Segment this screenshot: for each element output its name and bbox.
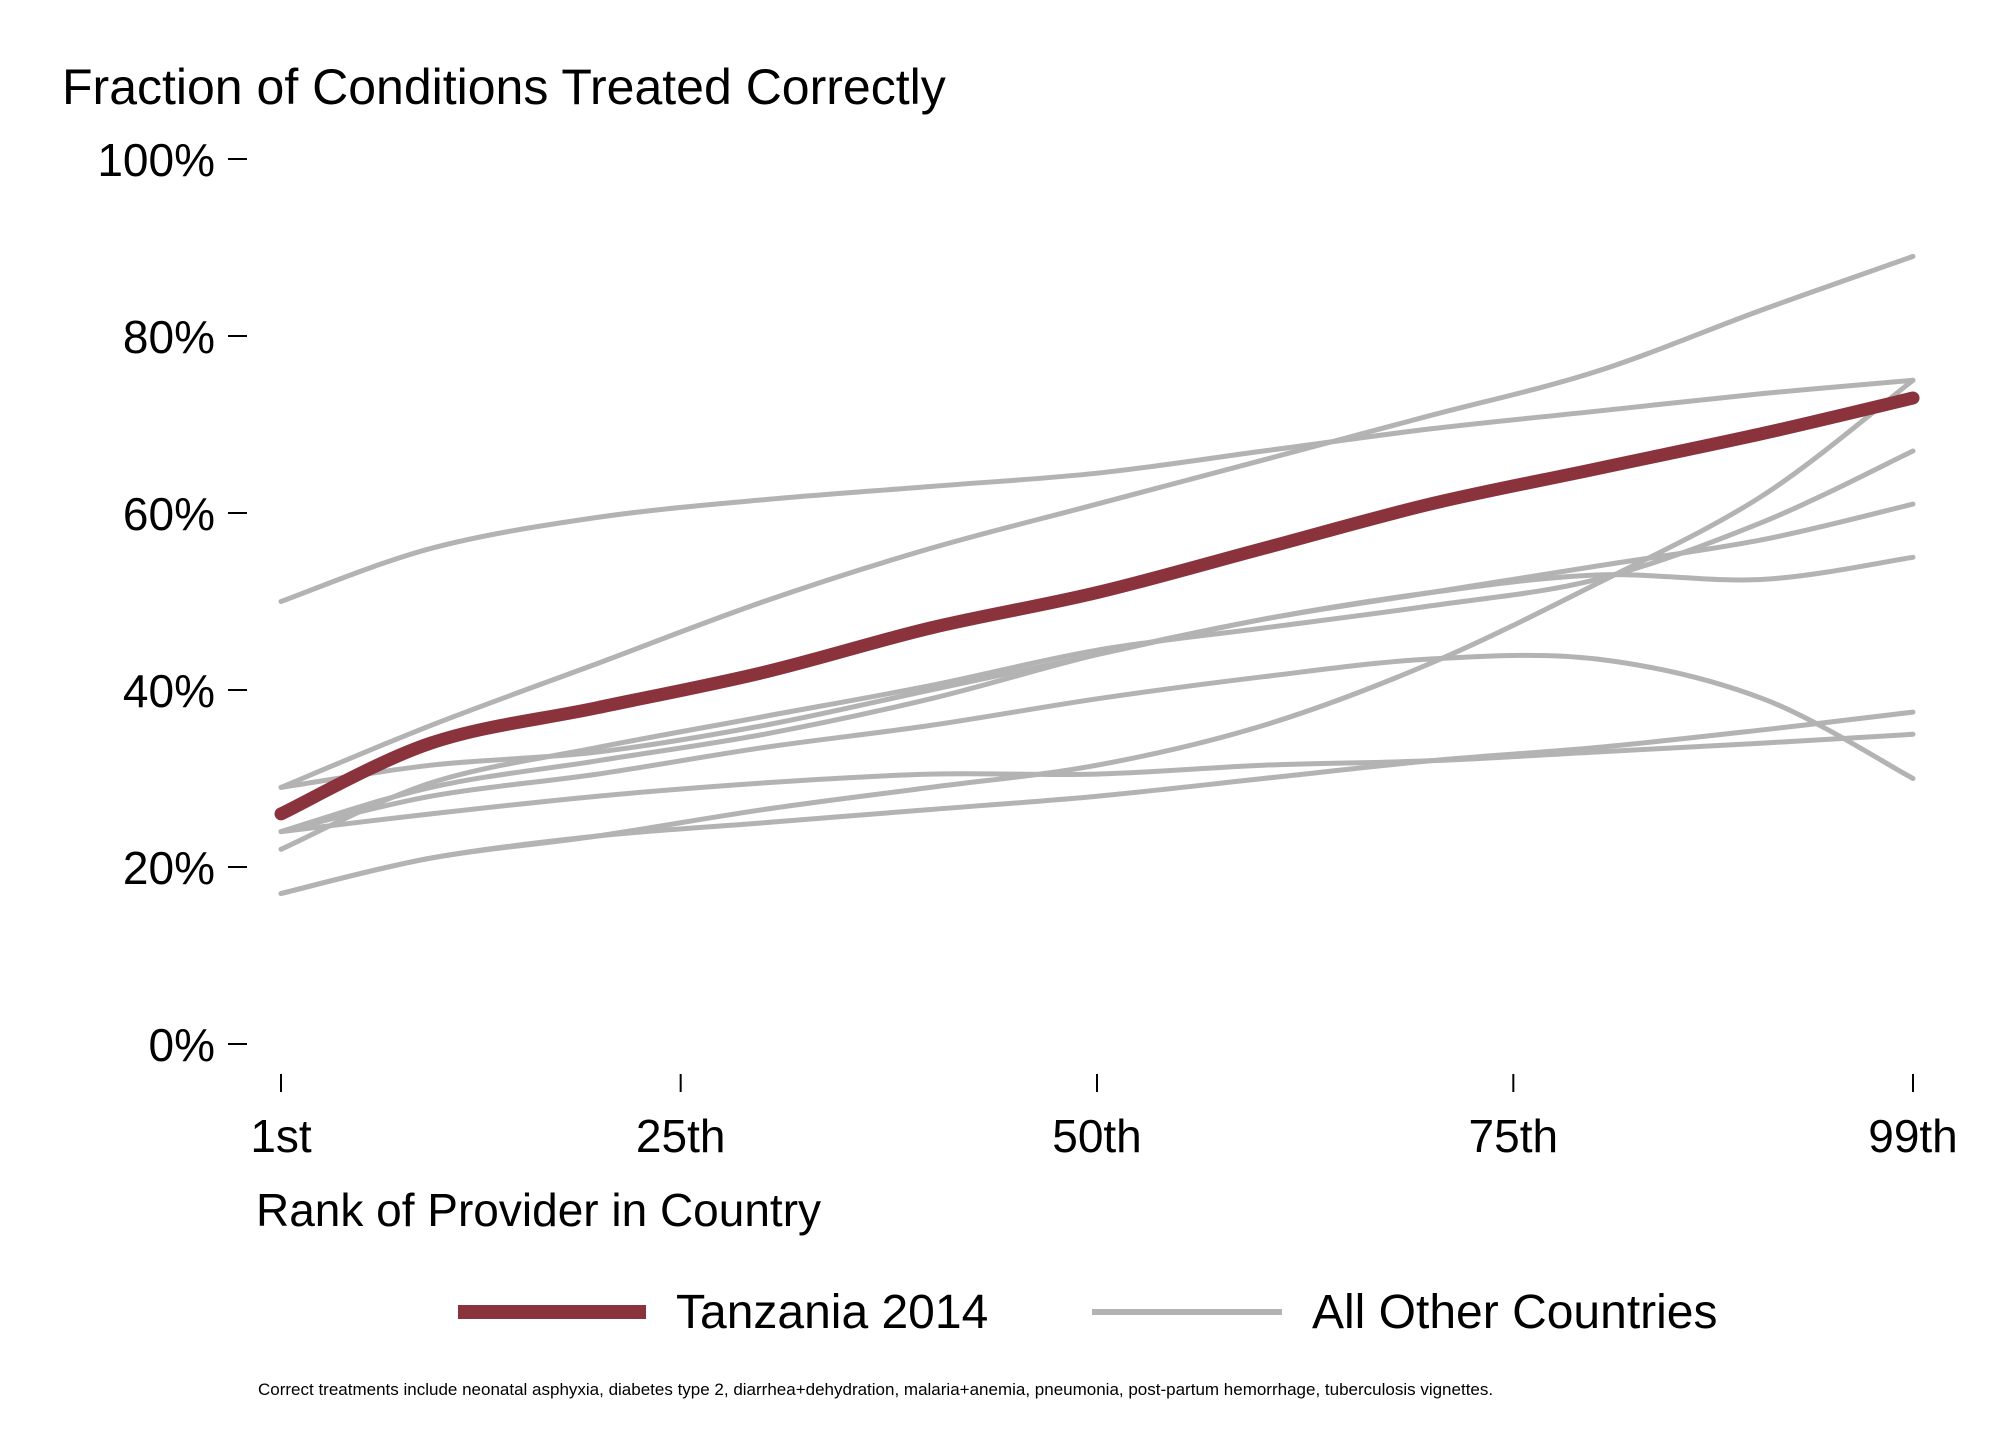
series-line-other-country-8	[278, 709, 1916, 896]
y-tick-label: 60%	[123, 488, 215, 540]
y-axis: 0% 20% 40% 60% 80% 100%	[97, 134, 247, 1071]
y-tick-label: 40%	[123, 665, 215, 717]
footnote: Correct treatments include neonatal asph…	[258, 1380, 1493, 1399]
legend-label-tanzania: Tanzania 2014	[676, 1286, 988, 1339]
legend: Tanzania 2014 All Other Countries	[458, 1286, 1718, 1339]
x-tick-label: 50th	[1052, 1110, 1142, 1162]
x-axis: 1st 25th 50th 75th 99th	[250, 1074, 1958, 1162]
x-tick-label: 75th	[1469, 1110, 1559, 1162]
series-line-other-country-1	[278, 377, 1916, 604]
y-tick-label: 80%	[123, 311, 215, 363]
chart-title: Fraction of Conditions Treated Correctly	[62, 59, 946, 115]
x-axis-label: Rank of Provider in Country	[256, 1184, 821, 1236]
series-layer	[274, 253, 1920, 896]
series-line-other-country-5	[278, 448, 1916, 852]
series-line-other-country-2	[278, 253, 1916, 790]
legend-label-other-countries: All Other Countries	[1312, 1286, 1718, 1339]
y-tick-label: 0%	[149, 1019, 215, 1071]
x-tick-label: 1st	[250, 1110, 312, 1162]
series-line-other-country-9	[278, 731, 1916, 835]
series-line-tanzania-2014	[274, 391, 1920, 821]
series-line-other-country-6	[278, 652, 1916, 835]
x-tick-label: 25th	[636, 1110, 726, 1162]
y-tick-label: 100%	[97, 134, 215, 186]
y-tick-label: 20%	[123, 842, 215, 894]
x-tick-label: 99th	[1868, 1110, 1958, 1162]
